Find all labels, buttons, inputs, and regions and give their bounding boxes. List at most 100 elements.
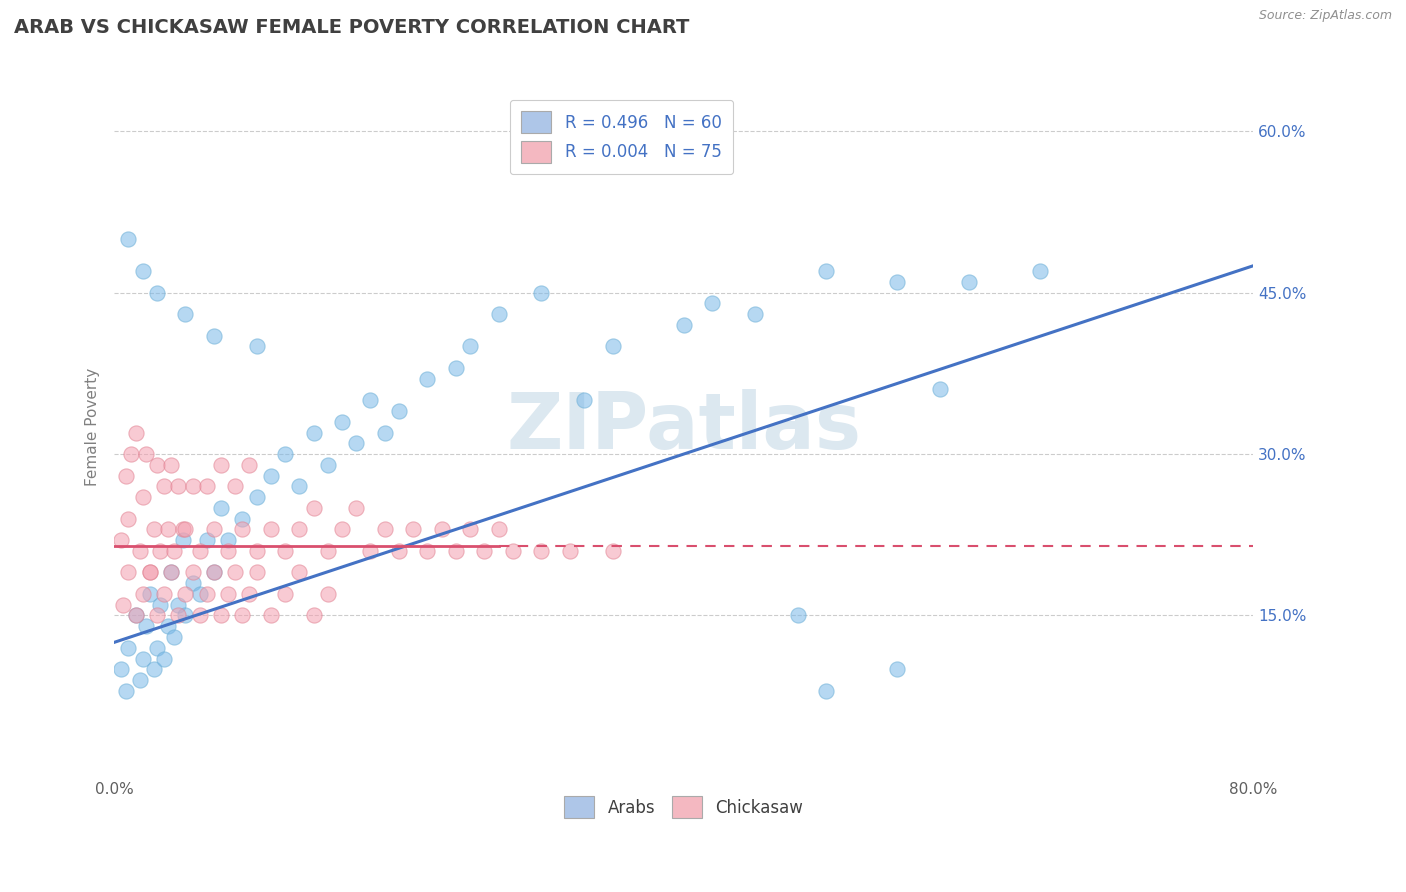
Point bbox=[188, 608, 211, 623]
Point bbox=[163, 544, 186, 558]
Point bbox=[886, 275, 908, 289]
Point bbox=[238, 587, 260, 601]
Point bbox=[815, 264, 838, 278]
Point bbox=[146, 640, 169, 655]
Point bbox=[1028, 264, 1050, 278]
Point bbox=[128, 544, 150, 558]
Point bbox=[139, 587, 162, 601]
Point bbox=[302, 608, 325, 623]
Point bbox=[128, 673, 150, 687]
Point bbox=[402, 522, 425, 536]
Point bbox=[209, 458, 232, 472]
Point bbox=[124, 608, 146, 623]
Point bbox=[139, 566, 162, 580]
Point bbox=[146, 458, 169, 472]
Point bbox=[117, 511, 139, 525]
Point bbox=[224, 566, 246, 580]
Point bbox=[316, 587, 339, 601]
Point bbox=[572, 393, 595, 408]
Point bbox=[260, 468, 283, 483]
Point bbox=[231, 511, 253, 525]
Point bbox=[302, 425, 325, 440]
Point bbox=[260, 522, 283, 536]
Point bbox=[360, 544, 382, 558]
Point bbox=[217, 544, 239, 558]
Point bbox=[217, 533, 239, 548]
Point bbox=[360, 393, 382, 408]
Point bbox=[143, 662, 166, 676]
Point bbox=[416, 544, 439, 558]
Point bbox=[374, 425, 396, 440]
Point bbox=[502, 544, 524, 558]
Point bbox=[134, 619, 156, 633]
Point bbox=[160, 458, 183, 472]
Point bbox=[388, 544, 411, 558]
Point bbox=[260, 608, 283, 623]
Point bbox=[131, 587, 153, 601]
Point bbox=[886, 662, 908, 676]
Point bbox=[114, 468, 136, 483]
Point bbox=[160, 566, 183, 580]
Point bbox=[117, 640, 139, 655]
Text: ZIPatlas: ZIPatlas bbox=[506, 389, 862, 465]
Point bbox=[139, 566, 162, 580]
Point bbox=[134, 447, 156, 461]
Point bbox=[117, 232, 139, 246]
Point bbox=[202, 522, 225, 536]
Point bbox=[149, 544, 172, 558]
Point bbox=[202, 566, 225, 580]
Point bbox=[167, 598, 190, 612]
Point bbox=[330, 522, 353, 536]
Point bbox=[167, 479, 190, 493]
Point bbox=[188, 544, 211, 558]
Point bbox=[110, 533, 132, 548]
Point bbox=[245, 339, 267, 353]
Point bbox=[124, 425, 146, 440]
Point bbox=[288, 479, 311, 493]
Point bbox=[530, 285, 553, 300]
Point bbox=[744, 307, 766, 321]
Point bbox=[111, 598, 134, 612]
Point bbox=[474, 544, 496, 558]
Point bbox=[153, 587, 176, 601]
Point bbox=[274, 544, 297, 558]
Point bbox=[146, 608, 169, 623]
Point bbox=[274, 447, 297, 461]
Point bbox=[202, 328, 225, 343]
Point bbox=[488, 307, 510, 321]
Point bbox=[430, 522, 453, 536]
Point bbox=[245, 566, 267, 580]
Point bbox=[157, 522, 180, 536]
Point bbox=[157, 619, 180, 633]
Point bbox=[530, 544, 553, 558]
Point bbox=[146, 285, 169, 300]
Point bbox=[344, 436, 367, 450]
Point bbox=[172, 522, 194, 536]
Point bbox=[153, 651, 176, 665]
Point bbox=[672, 318, 695, 332]
Point bbox=[181, 566, 204, 580]
Point bbox=[488, 522, 510, 536]
Point bbox=[188, 587, 211, 601]
Point bbox=[316, 544, 339, 558]
Point bbox=[174, 587, 197, 601]
Text: ARAB VS CHICKASAW FEMALE POVERTY CORRELATION CHART: ARAB VS CHICKASAW FEMALE POVERTY CORRELA… bbox=[14, 18, 689, 37]
Point bbox=[274, 587, 297, 601]
Point bbox=[458, 339, 481, 353]
Point bbox=[330, 415, 353, 429]
Point bbox=[388, 404, 411, 418]
Point bbox=[209, 500, 232, 515]
Point bbox=[160, 566, 183, 580]
Point bbox=[288, 522, 311, 536]
Point bbox=[114, 683, 136, 698]
Text: Source: ZipAtlas.com: Source: ZipAtlas.com bbox=[1258, 9, 1392, 22]
Point bbox=[181, 576, 204, 591]
Point bbox=[558, 544, 581, 558]
Point bbox=[174, 522, 197, 536]
Point bbox=[195, 479, 218, 493]
Y-axis label: Female Poverty: Female Poverty bbox=[86, 368, 100, 486]
Point bbox=[195, 533, 218, 548]
Point bbox=[181, 479, 204, 493]
Point bbox=[231, 608, 253, 623]
Point bbox=[110, 662, 132, 676]
